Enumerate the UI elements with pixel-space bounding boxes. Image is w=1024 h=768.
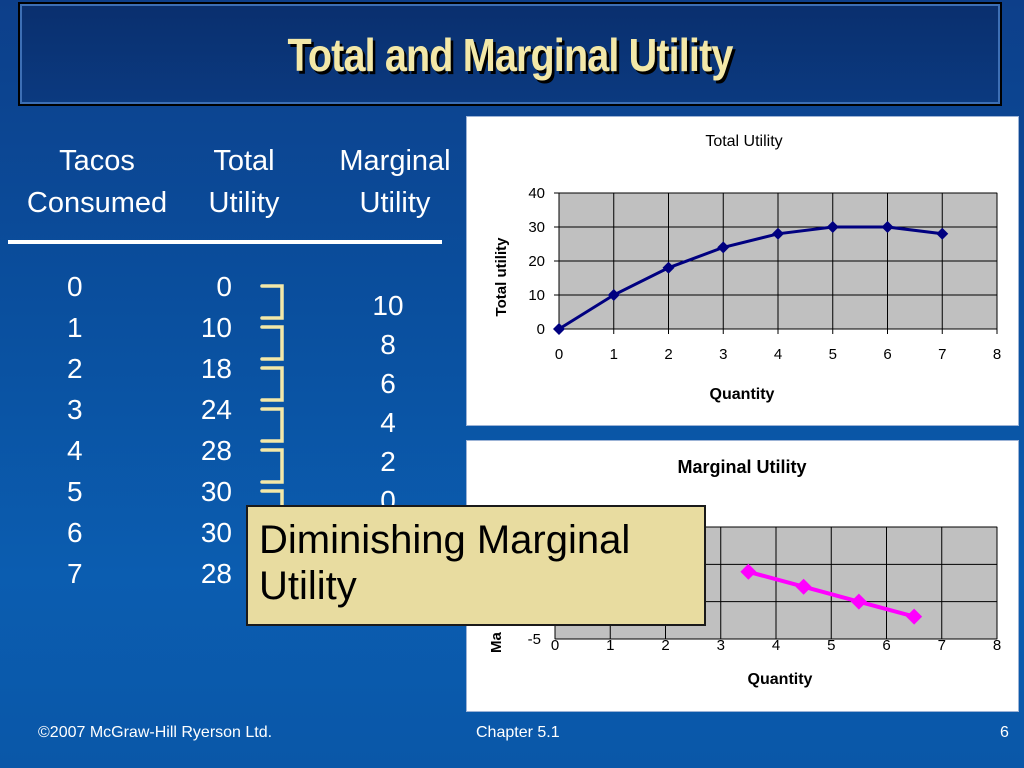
tacos-column: 0 1 2 3 4 5 6 7 [67,266,83,594]
x-tick-label: 4 [772,637,780,654]
x-tick-label: 6 [882,637,890,654]
data-point [881,221,894,233]
total-utility-chart-panel: Total Utility Quantity Total utility 0 10… [466,116,1019,426]
callout-line1: Diminishing Marginal [259,518,631,562]
y-tick-label: 0 [537,321,545,338]
header-tacos-line1: Tacos [59,145,135,177]
data-point [717,241,730,254]
total-utility-cell: 28 [200,435,232,466]
x-tick-label: 0 [555,346,563,363]
x-tick-label: 8 [993,346,1001,363]
chart-title: Total Utility [705,133,782,150]
total-utility-cell: 30 [200,476,232,507]
x-tick-label: 6 [883,346,891,363]
x-tick-label: 2 [664,346,672,363]
bracket-shape [260,284,284,320]
x-axis-label: Quantity [748,671,813,688]
total-utility-cell: 30 [200,517,232,548]
header-total-utility: Total Utility [188,140,300,224]
marginal-utility-cell: 6 [380,368,396,399]
y-tick-label: 40 [528,185,545,202]
footer-chapter: Chapter 5.1 [476,724,560,741]
total-utility-chart: Total Utility Quantity Total utility 010… [493,133,1001,403]
bracket-shape [260,325,284,361]
chart-title: Marginal Utility [677,457,806,477]
y-tick-label: 30 [528,219,545,236]
header-tacos-consumed: Tacos Consumed [2,140,192,224]
data-point [936,227,949,240]
tacos-cell: 2 [67,353,83,384]
tacos-cell: 4 [67,435,83,466]
tacos-cell: 6 [67,517,83,548]
data-point [850,593,867,610]
x-tick-label: 1 [606,637,614,654]
x-tick-label: 7 [938,346,946,363]
header-total-line1: Total [213,145,275,177]
total-utility-cell: 28 [200,558,232,589]
footer-page-number: 6 [1000,724,1009,741]
bracket-shape [260,448,284,484]
x-tick-label: 2 [661,637,669,654]
x-tick-label: 3 [717,637,725,654]
callout-box: Diminishing Marginal Utility [246,505,706,626]
header-divider [8,240,442,244]
x-axis-label: Quantity [710,386,775,403]
data-point [662,261,675,274]
total-utility-cell: 24 [200,394,232,425]
difference-brackets [260,284,284,522]
marginal-utility-cell: 2 [380,446,396,477]
x-tick-label: 7 [938,637,946,654]
total-utility-cell: 18 [200,353,232,384]
title-bar: Total and Marginal Utility [18,2,1002,106]
x-tick-label: 0 [551,637,559,654]
data-point [772,227,784,240]
total-utility-cell: 10 [200,312,232,343]
header-marginal-line1: Marginal [339,145,451,177]
total-utility-column: 0 10 18 24 28 30 30 28 [186,266,232,594]
data-point [826,221,839,233]
y-tick-label: 10 [528,287,545,304]
data-point [607,289,620,301]
header-marginal-utility: Marginal Utility [322,140,468,224]
footer-copyright: ©2007 McGraw-Hill Ryerson Ltd. [38,724,273,741]
series-line [747,569,915,619]
header-tacos-line2: Consumed [26,187,168,219]
marginal-utility-cell: 4 [380,407,396,438]
tacos-cell: 0 [67,271,83,302]
marginal-utility-column: 10 8 6 4 2 0 [362,286,414,520]
bracket-shape [260,366,284,402]
data-point [740,563,757,580]
y-axis-label: Total utility [493,237,510,317]
header-marginal-line2: Utility [359,187,431,219]
tacos-cell: 7 [67,558,83,589]
slide-title: Total and Marginal Utility [287,29,733,81]
tacos-cell: 3 [67,394,83,425]
header-total-line2: Utility [208,187,280,219]
total-utility-cell: 0 [216,271,232,302]
y-axis-label: Ma [488,632,505,653]
y-tick-label: 20 [528,253,545,270]
tacos-cell: 1 [67,312,83,343]
x-tick-label: 5 [827,637,835,654]
data-point [795,578,812,595]
x-tick-label: 8 [993,637,1001,654]
marginal-utility-cell: 8 [380,329,396,360]
marginal-utility-cell: 10 [372,290,404,321]
x-tick-label: 3 [719,346,727,363]
callout-line2: Utility [259,564,357,608]
data-point [906,608,923,625]
bracket-shape [260,407,284,443]
data-point [553,323,565,335]
x-tick-label: 4 [774,346,782,363]
x-tick-label: 5 [829,346,837,363]
y-tick-label: -5 [528,631,541,648]
series-line [558,225,943,331]
tacos-cell: 5 [67,476,83,507]
x-tick-label: 1 [610,346,618,363]
